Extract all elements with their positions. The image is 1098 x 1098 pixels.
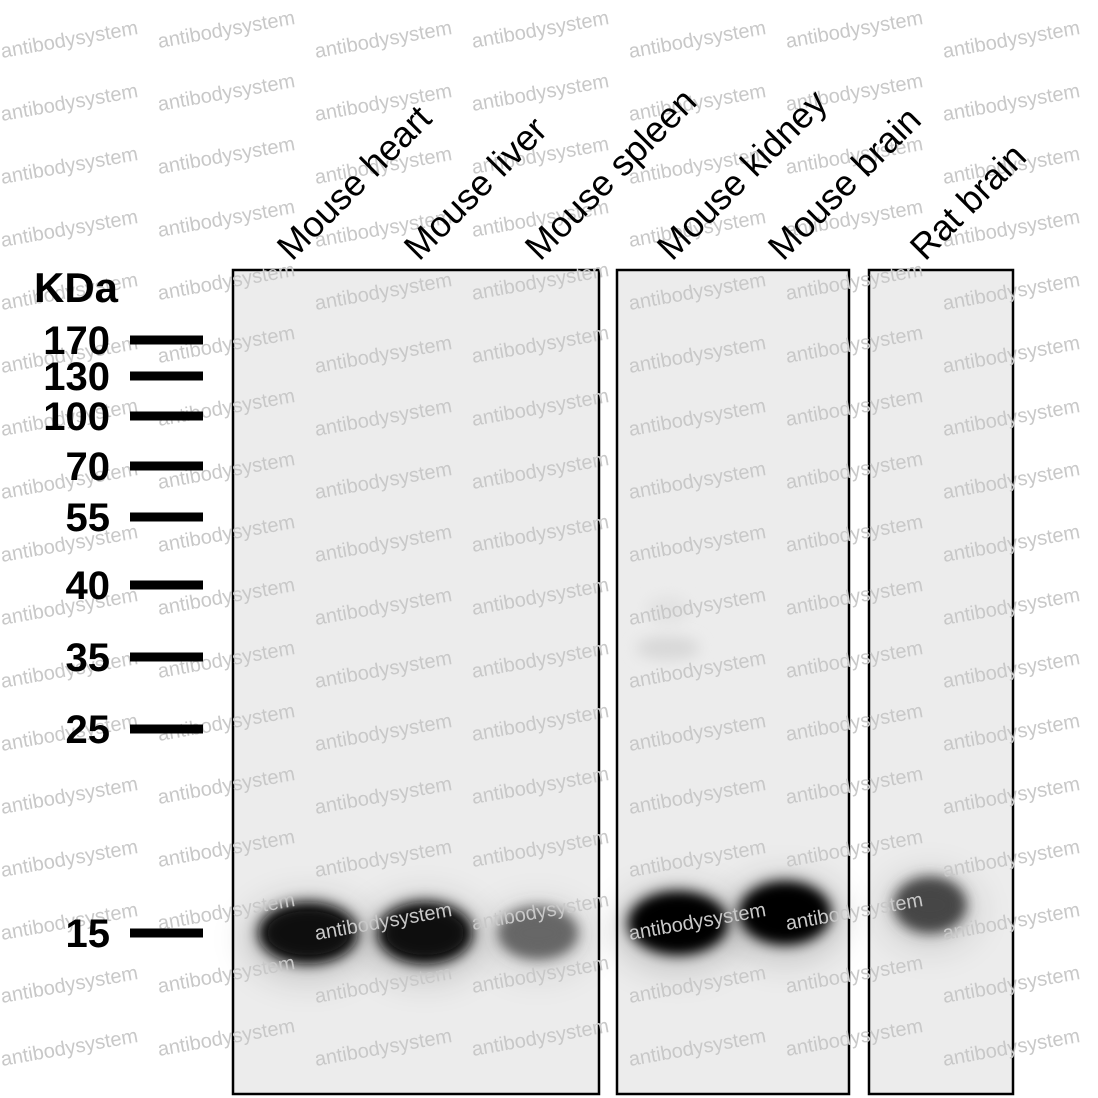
marker-label-25: 25 [66,708,111,752]
watermark-text: antibodysystem [0,143,140,189]
band-mouse-heart [240,891,376,987]
watermark-text: antibodysystem [941,17,1082,63]
watermark-text: antibodysystem [0,1025,140,1071]
marker-label-35: 35 [66,636,111,680]
watermark-text: antibodysystem [470,7,611,53]
blot-panel-3 [867,268,1015,1096]
watermark-text: antibodysystem [0,17,140,63]
watermark-text: antibodysystem [784,7,925,53]
watermark-text: antibodysystem [941,80,1082,126]
marker-bar-130 [130,371,203,381]
watermark-text: antibodysystem [470,70,611,116]
band-mouse-kidney [610,881,746,977]
watermark-text: antibodysystem [0,773,140,819]
protein-bands [240,866,984,987]
marker-label-170: 170 [43,319,110,363]
marker-bar-35 [130,652,203,662]
marker-bar-15 [130,928,203,938]
marker-bar-55 [130,512,203,522]
watermark-text: antibodysystem [156,70,297,116]
marker-label-130: 130 [43,355,110,399]
background-smudges [636,596,700,660]
marker-label-100: 100 [43,395,110,439]
band-mouse-liver [359,891,491,987]
marker-bar-100 [130,411,203,421]
watermark-text: antibodysystem [156,133,297,179]
watermark-text: antibodysystem [627,17,768,63]
band-mouse-brain [721,871,849,967]
watermark-text: antibodysystem [313,17,454,63]
marker-bar-70 [130,461,203,471]
band-rat-brain [876,866,984,956]
watermark-text: antibodysystem [0,962,140,1008]
watermark-text: antibodysystem [0,206,140,252]
watermark-text: antibodysystem [313,80,454,126]
watermark-text: antibodysystem [0,836,140,882]
marker-label-15: 15 [66,912,111,956]
marker-label-55: 55 [66,496,111,540]
watermark-text: antibodysystem [0,80,140,126]
marker-bar-40 [130,580,203,590]
marker-label-40: 40 [66,564,111,608]
watermark-text: antibodysystem [156,7,297,53]
marker-bar-170 [130,335,203,345]
marker-label-70: 70 [66,445,111,489]
band-mouse-spleen [480,896,596,982]
marker-bar-25 [130,724,203,734]
unit-label: KDa [34,264,119,311]
